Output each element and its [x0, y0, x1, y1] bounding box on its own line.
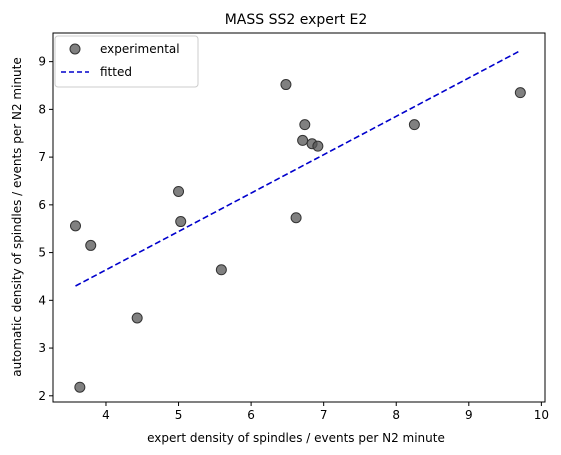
fitted-line-layer: [75, 49, 521, 287]
x-tick-label: 4: [102, 408, 110, 422]
data-point: [85, 239, 97, 251]
legend-label-fitted: fitted: [100, 65, 132, 79]
data-point: [408, 119, 420, 131]
data-point: [131, 312, 143, 324]
x-tick-label: 6: [247, 408, 255, 422]
data-points-layer: [69, 79, 526, 393]
chart-title: MASS SS2 expert E2: [225, 12, 368, 28]
y-tick-label: 2: [38, 389, 46, 403]
x-axis-label: expert density of spindles / events per …: [147, 431, 445, 445]
y-tick-label: 4: [38, 293, 46, 307]
y-tick-label: 3: [38, 341, 46, 355]
x-tick-label: 5: [175, 408, 183, 422]
data-point: [514, 87, 526, 99]
data-point: [74, 381, 86, 393]
plot-area: [52, 32, 546, 403]
legend-box: [54, 35, 199, 88]
data-point: [173, 185, 185, 197]
data-point: [215, 264, 227, 276]
y-tick-label: 9: [38, 55, 46, 69]
x-tick-label: 7: [320, 408, 328, 422]
fitted-line-segment: [75, 49, 521, 287]
y-tick-label: 7: [38, 150, 46, 164]
y-tick-label: 5: [38, 246, 46, 260]
x-tick-label: 10: [534, 408, 549, 422]
data-point: [69, 220, 81, 232]
plot-frame: [52, 32, 546, 403]
legend-label-experimental: experimental: [100, 42, 180, 56]
x-tick-label: 9: [465, 408, 473, 422]
data-point: [312, 140, 324, 152]
legend: experimental fitted: [54, 35, 199, 88]
y-axis-ticks: 2 3 4 5 6 7 8 9: [38, 55, 53, 403]
data-point: [299, 119, 311, 131]
y-axis-label: automatic density of spindles / events p…: [10, 57, 24, 377]
data-point: [290, 212, 302, 224]
y-tick-label: 8: [38, 102, 46, 116]
data-point: [280, 79, 292, 91]
legend-marker-experimental: [69, 43, 81, 55]
x-tick-label: 8: [392, 408, 400, 422]
data-point: [175, 216, 187, 228]
data-point: [297, 134, 309, 146]
x-axis-ticks: 4 5 6 7 8 9 10: [102, 402, 549, 422]
y-tick-label: 6: [38, 198, 46, 212]
